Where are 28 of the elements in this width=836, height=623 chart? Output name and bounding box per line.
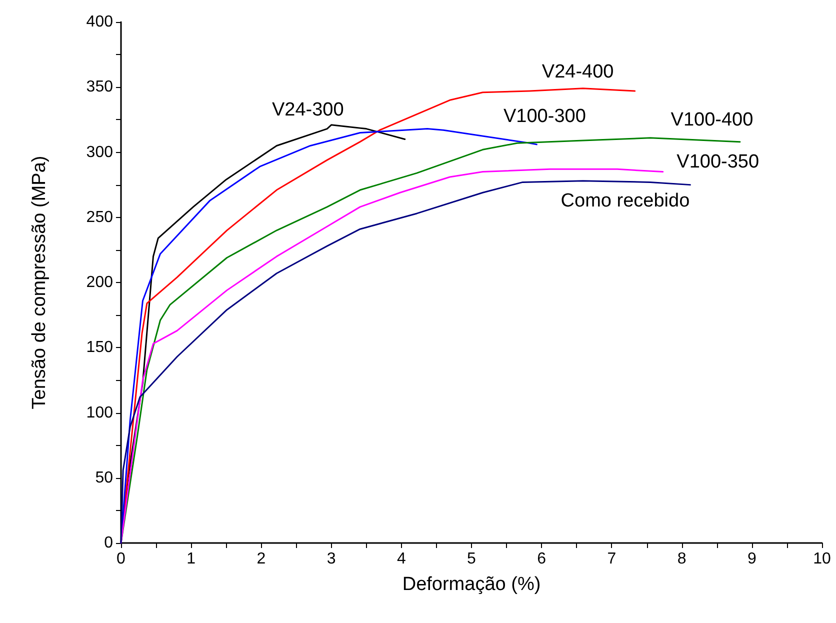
- series-label: Como recebido: [560, 190, 690, 212]
- series-label: V100-400: [670, 109, 754, 130]
- y-tick-label: 50: [95, 469, 114, 486]
- y-tick-label: 100: [86, 404, 114, 422]
- y-tick-label: 150: [86, 339, 114, 356]
- series-label: V100-350: [676, 151, 760, 172]
- x-tick-label: 7: [607, 550, 616, 568]
- x-tick-label: 6: [537, 550, 546, 568]
- y-tick-label: 0: [104, 534, 114, 552]
- y-tick-label: 250: [86, 208, 114, 226]
- x-tick-label: 0: [116, 550, 126, 568]
- x-axis-title: Deformação (%): [402, 574, 541, 595]
- x-tick-label: 9: [747, 550, 756, 568]
- x-tick-label: 1: [186, 550, 196, 568]
- y-tick-label: 300: [86, 144, 114, 161]
- x-tick-label: 5: [467, 550, 476, 568]
- series-label: V24-300: [272, 100, 344, 121]
- y-tick-label: 350: [86, 78, 114, 96]
- x-tick-label: 8: [677, 550, 686, 568]
- x-tick-label: 10: [813, 550, 831, 568]
- y-axis-title: Tensão de compressão (MPa): [29, 156, 50, 410]
- x-tick-label: 3: [326, 550, 336, 568]
- series-label: V24-400: [542, 62, 614, 83]
- x-tick-label: 2: [256, 550, 266, 568]
- y-tick-label: 400: [86, 14, 114, 30]
- x-tick-label: 4: [396, 550, 406, 568]
- y-tick-label: 200: [86, 274, 114, 291]
- series-label: V100-300: [503, 106, 586, 127]
